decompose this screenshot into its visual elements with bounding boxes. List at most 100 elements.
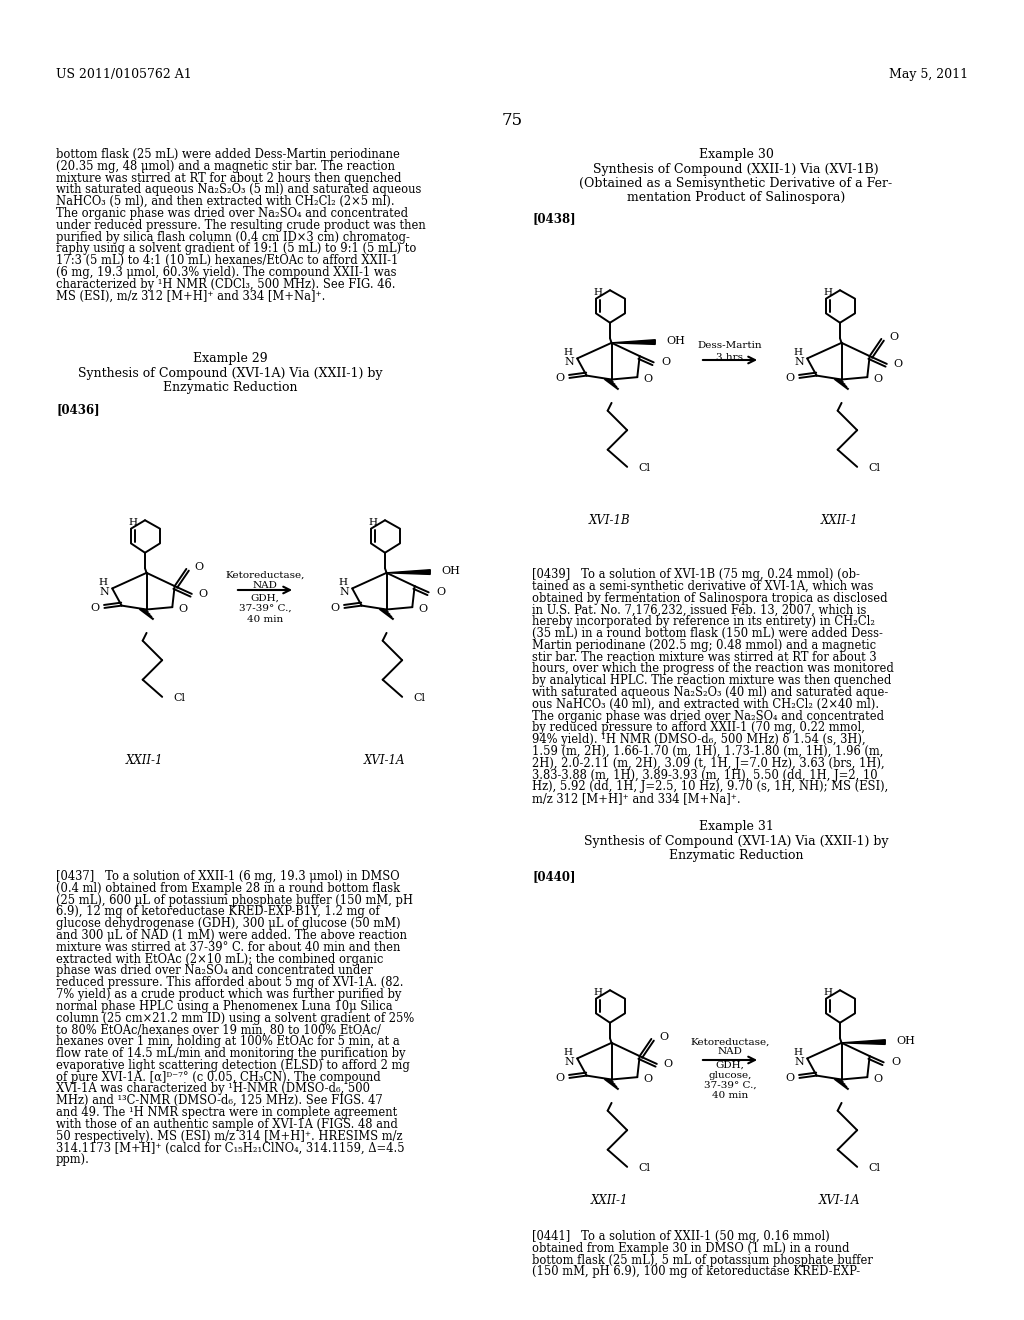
Text: tained as a semi-synthetic derivative of XVI-1A, which was: tained as a semi-synthetic derivative of… bbox=[532, 579, 873, 593]
Text: column (25 cm×21.2 mm ID) using a solvent gradient of 25%: column (25 cm×21.2 mm ID) using a solven… bbox=[56, 1011, 415, 1024]
Text: N: N bbox=[795, 356, 804, 367]
Text: XVI-1A: XVI-1A bbox=[365, 754, 406, 767]
Text: The organic phase was dried over Na₂SO₄ and concentrated: The organic phase was dried over Na₂SO₄ … bbox=[532, 710, 884, 722]
Text: by reduced pressure to afford XXII-1 (70 mg, 0.22 mmol,: by reduced pressure to afford XXII-1 (70… bbox=[532, 722, 865, 734]
Text: Example 30: Example 30 bbox=[698, 148, 773, 161]
Text: H: H bbox=[128, 519, 137, 528]
Text: H: H bbox=[593, 289, 602, 297]
Text: characterized by ¹H NMR (CDCl₃, 500 MHz). See FIG. 46.: characterized by ¹H NMR (CDCl₃, 500 MHz)… bbox=[56, 277, 395, 290]
Text: glucose,: glucose, bbox=[709, 1071, 752, 1080]
Text: extracted with EtOAc (2×10 mL); the combined organic: extracted with EtOAc (2×10 mL); the comb… bbox=[56, 953, 383, 966]
Text: 40 min: 40 min bbox=[247, 615, 283, 623]
Text: XXII-1: XXII-1 bbox=[821, 513, 859, 527]
Text: Cl: Cl bbox=[413, 693, 425, 704]
Text: mixture was stirred at 37-39° C. for about 40 min and then: mixture was stirred at 37-39° C. for abo… bbox=[56, 941, 400, 954]
Text: XXII-1: XXII-1 bbox=[591, 1193, 629, 1206]
Text: phase was dried over Na₂SO₄ and concentrated under: phase was dried over Na₂SO₄ and concentr… bbox=[56, 965, 373, 977]
Text: raphy using a solvent gradient of 19:1 (5 mL) to 9:1 (5 mL) to: raphy using a solvent gradient of 19:1 (… bbox=[56, 243, 417, 255]
Text: with saturated aqueous Na₂S₂O₃ (5 ml) and saturated aqueous: with saturated aqueous Na₂S₂O₃ (5 ml) an… bbox=[56, 183, 421, 197]
Text: NAD: NAD bbox=[253, 581, 278, 590]
Text: H: H bbox=[98, 578, 108, 586]
Text: 1.59 (m, 2H), 1.66-1.70 (m, 1H), 1.73-1.80 (m, 1H), 1.96 (m,: 1.59 (m, 2H), 1.66-1.70 (m, 1H), 1.73-1.… bbox=[532, 744, 884, 758]
Text: and 300 μL of NAD (1 mM) were added. The above reaction: and 300 μL of NAD (1 mM) were added. The… bbox=[56, 929, 407, 942]
Text: mentation Product of ​Salinospora): mentation Product of ​Salinospora) bbox=[627, 191, 845, 205]
Text: O: O bbox=[889, 331, 898, 342]
Text: glucose dehydrogenase (GDH), 300 μL of glucose (50 mM): glucose dehydrogenase (GDH), 300 μL of g… bbox=[56, 917, 400, 931]
Polygon shape bbox=[611, 339, 655, 345]
Text: [0436]: [0436] bbox=[56, 403, 99, 416]
Text: O: O bbox=[873, 374, 883, 384]
Text: mixture was stirred at RT for about 2 hours then quenched: mixture was stirred at RT for about 2 ho… bbox=[56, 172, 401, 185]
Text: H: H bbox=[563, 347, 572, 356]
Text: [0438]: [0438] bbox=[532, 213, 575, 224]
Text: N: N bbox=[564, 1056, 574, 1067]
Text: 314.1173 [M+H]⁺ (calcd for C₁₅H₂₁ClNO₄, 314.1159, Δ=4.5: 314.1173 [M+H]⁺ (calcd for C₁₅H₂₁ClNO₄, … bbox=[56, 1142, 404, 1155]
Text: MS (ESI), m/z 312 [M+H]⁺ and 334 [M+Na]⁺.: MS (ESI), m/z 312 [M+H]⁺ and 334 [M+Na]⁺… bbox=[56, 289, 326, 302]
Text: 50 respectively). MS (ESI) m/z 314 [M+H]⁺. HRESIMS m/z: 50 respectively). MS (ESI) m/z 314 [M+H]… bbox=[56, 1130, 402, 1143]
Text: 6.9), 12 mg of ketoreductase KRED-EXP-B1Y, 1.2 mg of: 6.9), 12 mg of ketoreductase KRED-EXP-B1… bbox=[56, 906, 380, 919]
Text: Ketoreductase,: Ketoreductase, bbox=[690, 1038, 770, 1047]
Text: (35 mL) in a round bottom flask (150 mL) were added Dess-: (35 mL) in a round bottom flask (150 mL)… bbox=[532, 627, 883, 640]
Text: XVI-1A: XVI-1A bbox=[819, 1193, 861, 1206]
Text: by analytical HPLC. The reaction mixture was then quenched: by analytical HPLC. The reaction mixture… bbox=[532, 675, 891, 688]
Text: 75: 75 bbox=[502, 112, 522, 129]
Text: reduced pressure. This afforded about 5 mg of XVI-1A. (82.: reduced pressure. This afforded about 5 … bbox=[56, 977, 403, 989]
Text: O: O bbox=[892, 1057, 900, 1068]
Text: O: O bbox=[178, 603, 187, 614]
Text: [0437]   To a solution of XXII-1 (6 mg, 19.3 μmol) in DMSO: [0437] To a solution of XXII-1 (6 mg, 19… bbox=[56, 870, 399, 883]
Text: GDH,: GDH, bbox=[716, 1060, 744, 1069]
Text: H: H bbox=[593, 989, 602, 998]
Text: 7% yield) as a crude product which was further purified by: 7% yield) as a crude product which was f… bbox=[56, 987, 401, 1001]
Text: evaporative light scattering detection (ELSD) to afford 2 mg: evaporative light scattering detection (… bbox=[56, 1059, 410, 1072]
Text: US 2011/0105762 A1: US 2011/0105762 A1 bbox=[56, 69, 191, 81]
Text: (20.35 mg, 48 μmol) and a magnetic stir bar. The reaction: (20.35 mg, 48 μmol) and a magnetic stir … bbox=[56, 160, 395, 173]
Text: N: N bbox=[99, 586, 110, 597]
Text: O: O bbox=[555, 374, 564, 383]
Text: O: O bbox=[664, 1059, 672, 1069]
Text: Martin periodinane (202.5 mg; 0.48 mmol) and a magnetic: Martin periodinane (202.5 mg; 0.48 mmol)… bbox=[532, 639, 877, 652]
Text: XVI-1A was characterized by ¹H-NMR (DMSO-d₆, 500: XVI-1A was characterized by ¹H-NMR (DMSO… bbox=[56, 1082, 370, 1096]
Text: XXII-1: XXII-1 bbox=[126, 754, 164, 767]
Text: Dess-Martin: Dess-Martin bbox=[697, 341, 762, 350]
Text: MHz) and ¹³C-NMR (DMSO-d₆, 125 MHz). See FIGS. 47: MHz) and ¹³C-NMR (DMSO-d₆, 125 MHz). See… bbox=[56, 1094, 383, 1107]
Text: (25 mL), 600 μL of potassium phosphate buffer (150 mM, pH: (25 mL), 600 μL of potassium phosphate b… bbox=[56, 894, 413, 907]
Text: 3 hrs: 3 hrs bbox=[717, 352, 743, 362]
Text: O: O bbox=[195, 561, 204, 572]
Text: O: O bbox=[873, 1073, 883, 1084]
Text: 3.83-3.88 (m, 1H), 3.89-3.93 (m, 1H), 5.50 (dd, 1H, J=2, 10: 3.83-3.88 (m, 1H), 3.89-3.93 (m, 1H), 5.… bbox=[532, 768, 878, 781]
Text: N: N bbox=[564, 356, 574, 367]
Text: Synthesis of Compound (XXII-1) Via (XVI-1B): Synthesis of Compound (XXII-1) Via (XVI-… bbox=[593, 162, 879, 176]
Text: H: H bbox=[794, 1048, 803, 1057]
Text: hours, over which the progress of the reaction was monitored: hours, over which the progress of the re… bbox=[532, 663, 894, 676]
Text: stir bar. The reaction mixture was stirred at RT for about 3: stir bar. The reaction mixture was stirr… bbox=[532, 651, 877, 664]
Text: Cl: Cl bbox=[638, 1163, 650, 1173]
Polygon shape bbox=[387, 570, 430, 574]
Text: Example 29: Example 29 bbox=[193, 352, 267, 366]
Text: normal phase HPLC using a Phenomenex Luna 10μ Silica: normal phase HPLC using a Phenomenex Lun… bbox=[56, 999, 392, 1012]
Text: (6 mg, 19.3 μmol, 60.3% yield). The compound XXII-1 was: (6 mg, 19.3 μmol, 60.3% yield). The comp… bbox=[56, 267, 396, 279]
Text: O: O bbox=[555, 1073, 564, 1082]
Text: H: H bbox=[338, 578, 347, 586]
Text: (150 mM, pH 6.9), 100 mg of ketoreductase KRED-EXP-: (150 mM, pH 6.9), 100 mg of ketoreductas… bbox=[532, 1266, 860, 1278]
Text: NaHCO₃ (5 ml), and then extracted with CH₂Cl₂ (2×5 ml).: NaHCO₃ (5 ml), and then extracted with C… bbox=[56, 195, 394, 209]
Text: O: O bbox=[436, 587, 445, 598]
Text: O: O bbox=[643, 374, 652, 384]
Text: Synthesis of Compound (XVI-1A) Via (XXII-1) by: Synthesis of Compound (XVI-1A) Via (XXII… bbox=[78, 367, 382, 380]
Text: OH: OH bbox=[896, 1035, 915, 1045]
Text: hereby incorporated by reference in its entirety) in CH₂Cl₂: hereby incorporated by reference in its … bbox=[532, 615, 874, 628]
Text: O: O bbox=[662, 358, 671, 367]
Text: Cl: Cl bbox=[868, 463, 880, 474]
Text: [0439]   To a solution of XVI-1B (75 mg, 0.24 mmol) (ob-: [0439] To a solution of XVI-1B (75 mg, 0… bbox=[532, 568, 860, 581]
Text: N: N bbox=[795, 1056, 804, 1067]
Text: O: O bbox=[785, 374, 795, 383]
Text: with saturated aqueous Na₂S₂O₃ (40 ml) and saturated aque-: with saturated aqueous Na₂S₂O₃ (40 ml) a… bbox=[532, 686, 888, 700]
Text: GDH,: GDH, bbox=[251, 594, 280, 602]
Text: 37-39° C.,: 37-39° C., bbox=[703, 1081, 757, 1089]
Text: 94% yield). ¹H NMR (DMSO-d₆, 500 MHz) δ 1.54 (s, 3H),: 94% yield). ¹H NMR (DMSO-d₆, 500 MHz) δ … bbox=[532, 733, 865, 746]
Text: ppm).: ppm). bbox=[56, 1154, 90, 1166]
Text: in U.S. Pat. No. 7,176,232, issued Feb. 13, 2007, which is: in U.S. Pat. No. 7,176,232, issued Feb. … bbox=[532, 603, 866, 616]
Text: 17:3 (5 mL) to 4:1 (10 mL) hexanes/EtOAc to afford XXII-1: 17:3 (5 mL) to 4:1 (10 mL) hexanes/EtOAc… bbox=[56, 255, 398, 267]
Text: H: H bbox=[794, 347, 803, 356]
Text: NAD: NAD bbox=[718, 1048, 742, 1056]
Text: [0440]: [0440] bbox=[532, 870, 575, 883]
